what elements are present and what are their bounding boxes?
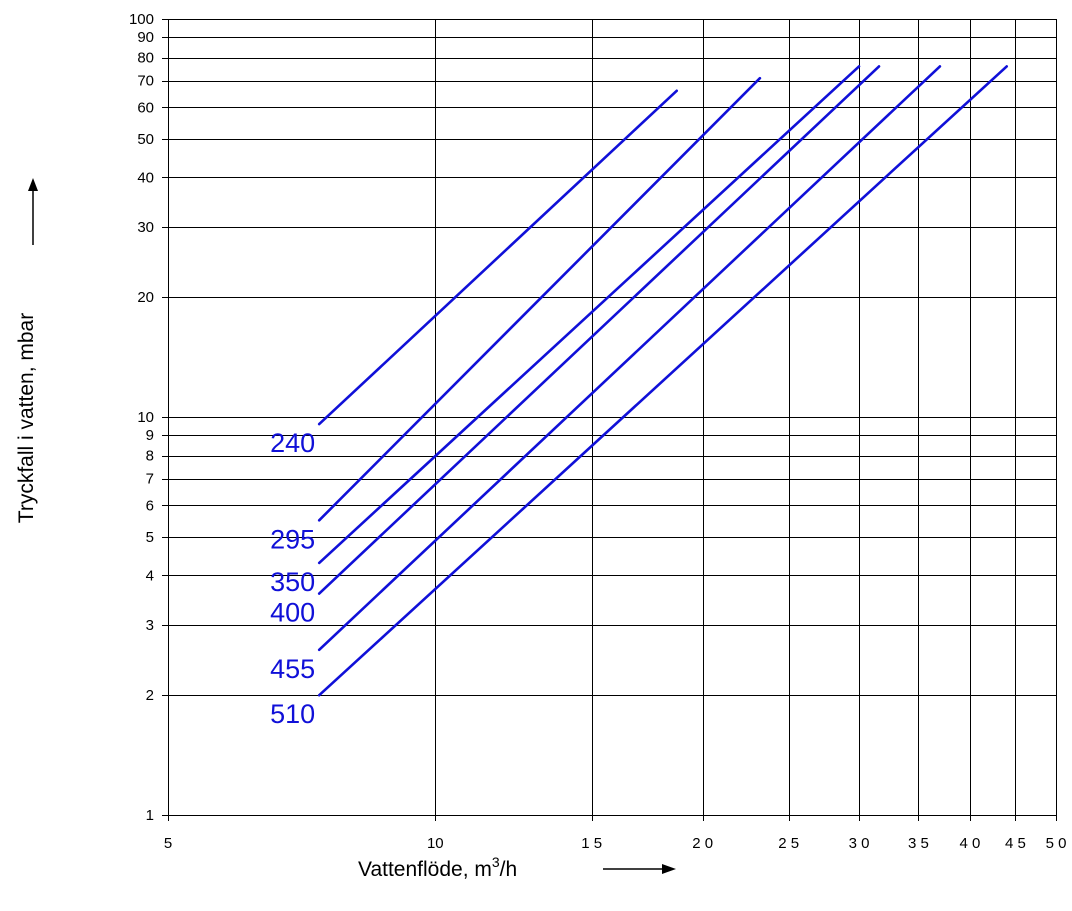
y-tick-label: 100 [129,11,154,28]
x-axis-title-tail: /h [500,858,518,881]
y-axis-title: Tryckfall i vatten, mbar [15,313,38,523]
series-label-350: 350 [270,567,315,597]
x-axis-title: Vattenflöde, m3/h [358,854,517,881]
y-tick-label: 40 [137,169,154,186]
x-tick-label: 5 [164,835,172,852]
x-tick-label: 10 [427,835,444,852]
x-axis-title-main: Vattenflöde, m [358,858,492,881]
series-line-455 [317,65,942,652]
y-tick-label: 2 [146,687,154,704]
y-tick-label: 3 [146,617,154,634]
x-axis-title-sup: 3 [492,854,500,870]
x-tick-label: 3 0 [849,835,870,852]
series-line-400 [317,65,881,595]
y-tick-label: 50 [137,131,154,148]
series-label-455: 455 [270,654,315,684]
x-tick-label: 2 0 [692,835,713,852]
series-lines [317,65,1009,697]
y-tick-label: 90 [137,29,154,46]
x-tick-label: 4 5 [1005,835,1026,852]
y-tick-label: 20 [137,289,154,306]
series-label-295: 295 [270,524,315,554]
series-label-240: 240 [270,428,315,458]
y-axis-arrow-icon [28,178,38,245]
y-tick-label: 7 [146,471,154,488]
y-tick-label: 70 [137,73,154,90]
y-tick-label: 1 [146,807,154,824]
series-line-510 [317,65,1009,697]
y-tick-label: 9 [146,427,154,444]
y-tick-label: 80 [137,50,154,67]
x-tick-label: 2 5 [778,835,799,852]
y-tick-label: 6 [146,497,154,514]
y-tick-label: 30 [137,219,154,236]
y-tick-label: 5 [146,529,154,546]
series-line-240 [317,89,679,426]
x-tick-label: 4 0 [960,835,981,852]
y-tick-label: 10 [137,409,154,426]
series-label-400: 400 [270,598,315,628]
series-label-510: 510 [270,699,315,729]
x-tick-label: 3 5 [908,835,929,852]
grid [162,19,1057,821]
series-line-350 [317,65,861,565]
y-tick-label: 8 [146,448,154,465]
x-tick-label: 1 5 [581,835,602,852]
y-tick-label: 4 [146,567,154,584]
x-axis-arrow-icon [603,864,676,874]
y-tick-label: 60 [137,99,154,116]
x-tick-label: 5 0 [1046,835,1067,852]
series-line-295 [317,76,762,522]
